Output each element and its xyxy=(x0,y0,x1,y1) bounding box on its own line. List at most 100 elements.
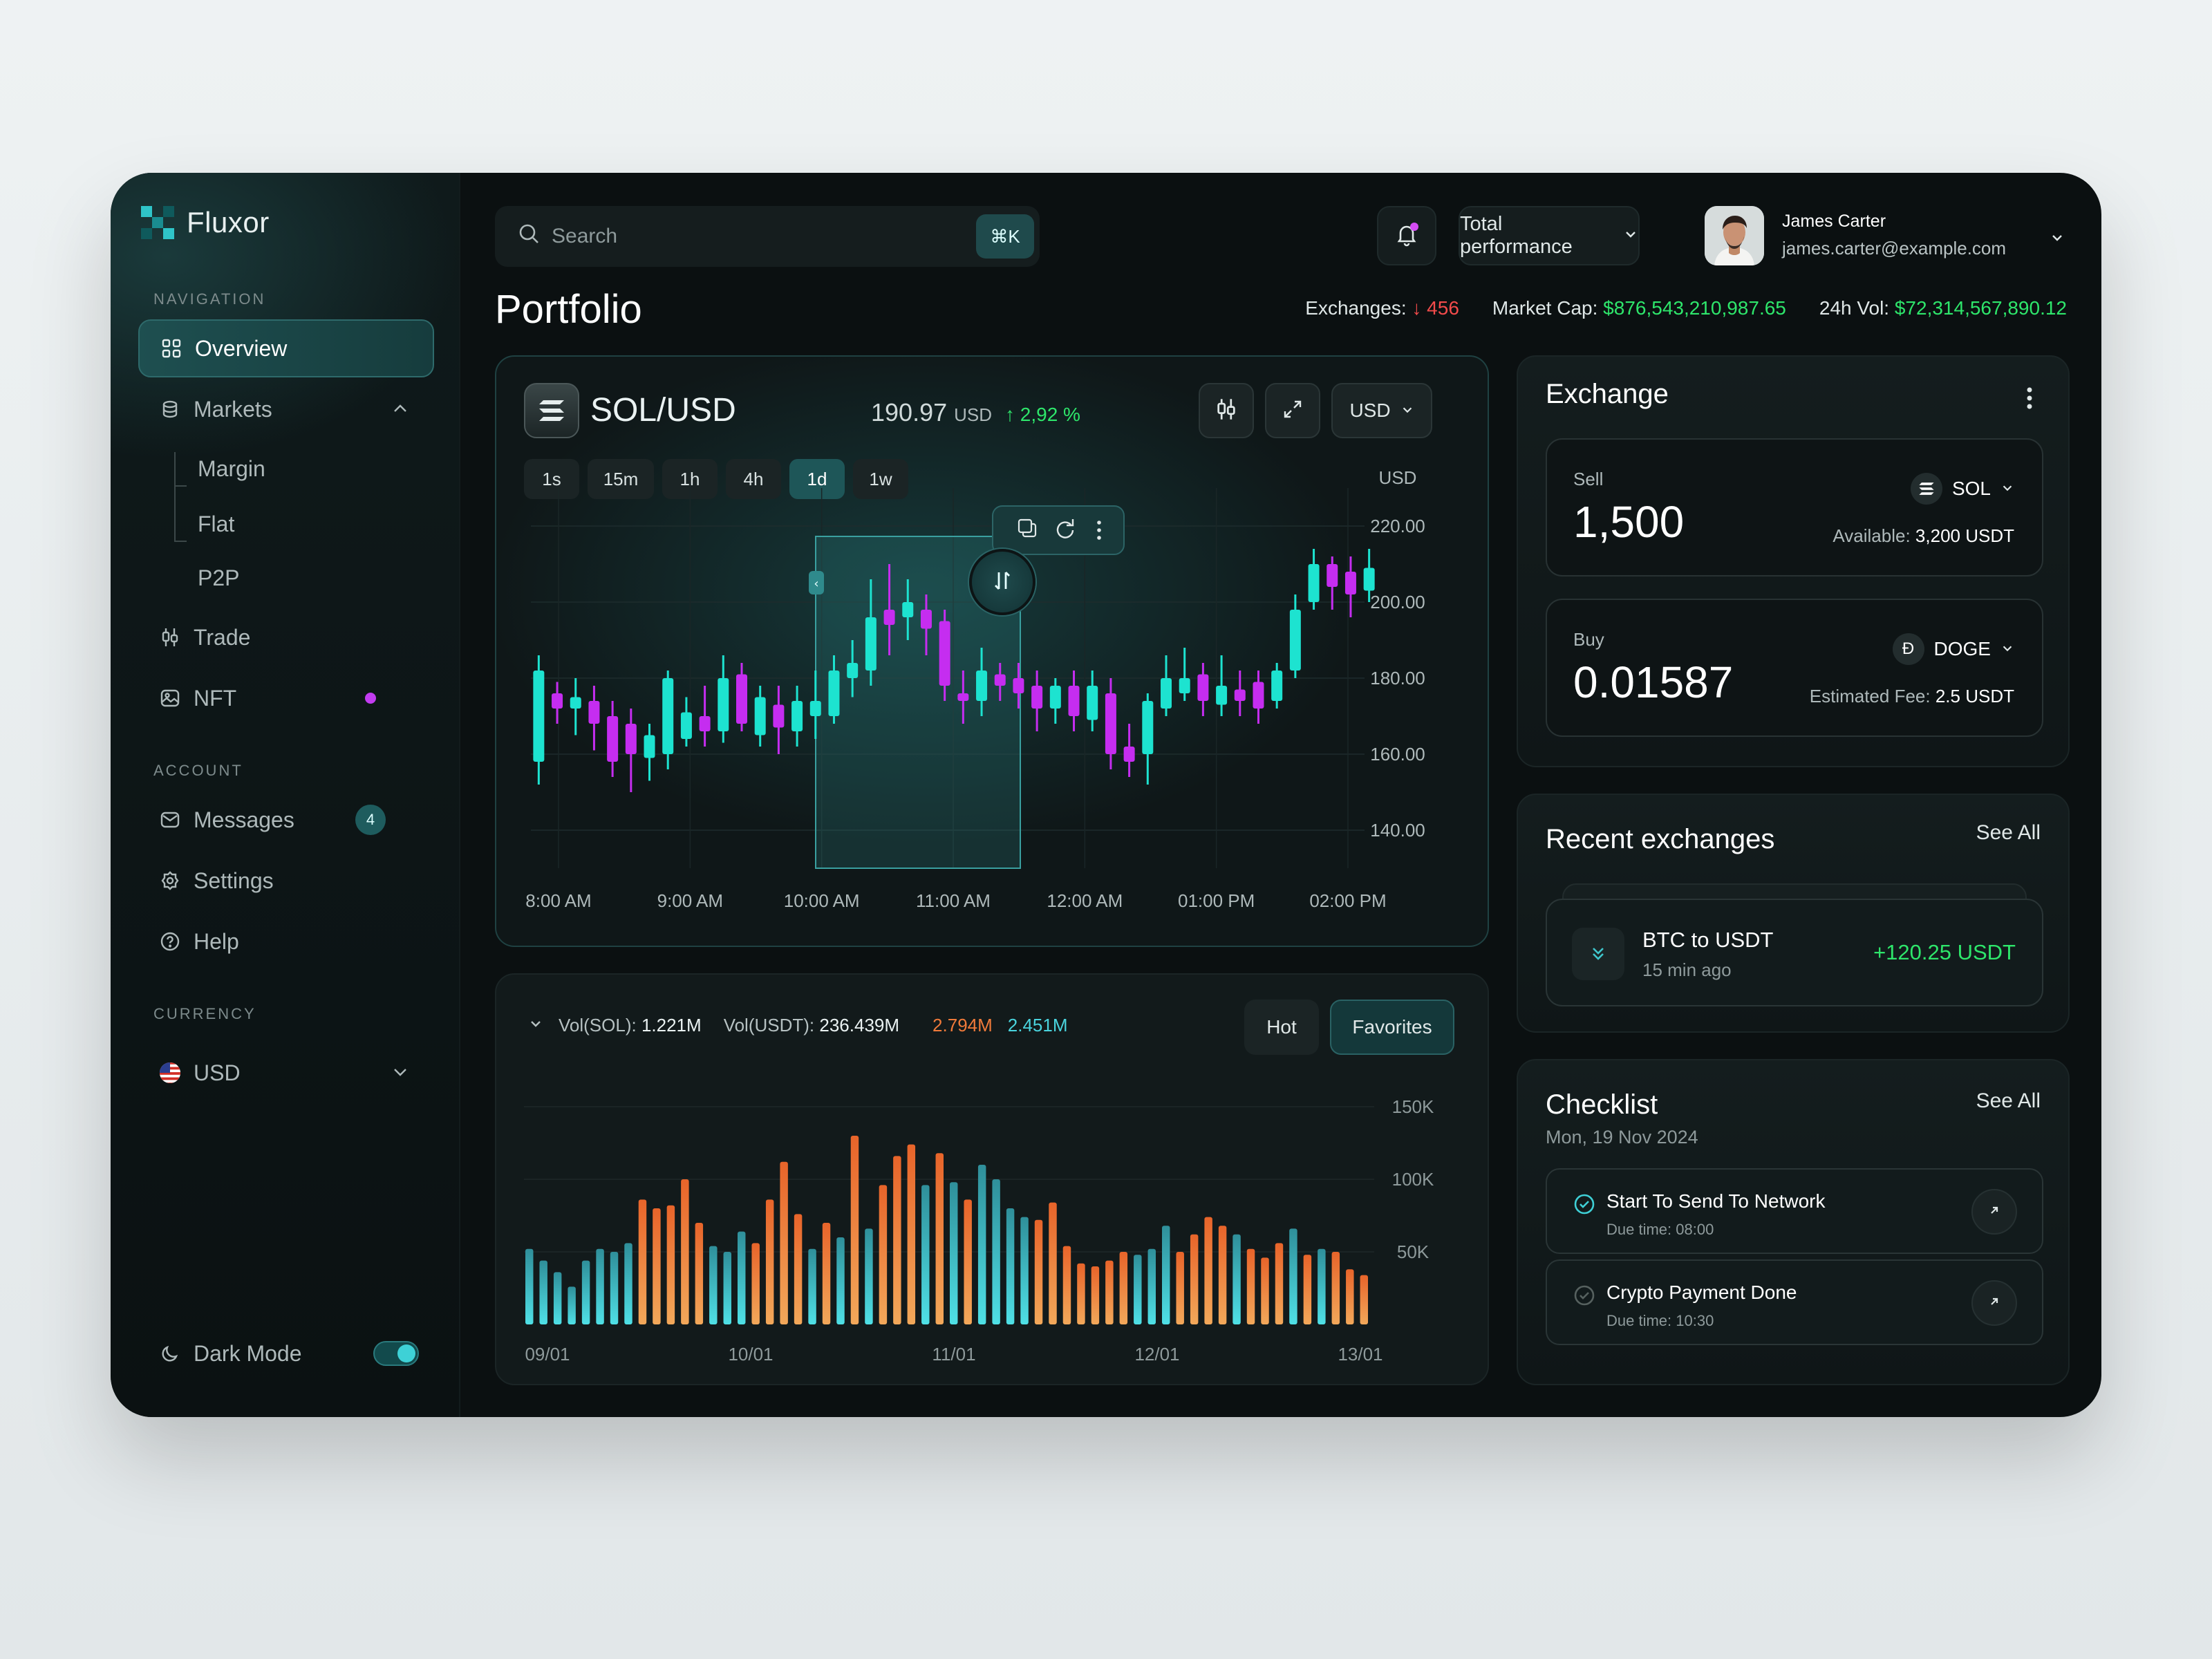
refresh-icon[interactable] xyxy=(1056,519,1074,538)
search-input[interactable]: Search ⌘K xyxy=(495,206,1040,267)
candle-body[interactable] xyxy=(1013,678,1024,693)
tab-favorites[interactable]: Favorites xyxy=(1330,1000,1454,1055)
timeframe-15m[interactable]: 15m xyxy=(588,459,654,499)
checklist-see-all-link[interactable]: See All xyxy=(1976,1089,2041,1112)
open-task-button[interactable] xyxy=(1971,1280,2017,1326)
avatar[interactable] xyxy=(1705,206,1764,265)
chevron-down-icon[interactable] xyxy=(528,1015,543,1036)
timeframe-1s[interactable]: 1s xyxy=(524,459,579,499)
chevron-up-icon[interactable] xyxy=(390,398,411,424)
brand[interactable]: Fluxor xyxy=(141,206,270,239)
sidebar-item-settings[interactable]: Settings xyxy=(138,852,434,910)
sell-coin-select[interactable]: SOL xyxy=(1910,473,2014,505)
candle-body[interactable] xyxy=(1161,678,1172,709)
candle-body[interactable] xyxy=(976,671,988,701)
candle-body[interactable] xyxy=(1344,572,1356,594)
candle-body[interactable] xyxy=(847,663,859,678)
dark-mode-toggle[interactable] xyxy=(373,1341,419,1366)
candle-body[interactable] xyxy=(1234,689,1246,702)
candle-body[interactable] xyxy=(1142,701,1154,754)
performance-dropdown[interactable]: Total performance xyxy=(1459,206,1640,265)
candle-body[interactable] xyxy=(939,621,950,686)
user-menu-chevron-icon[interactable] xyxy=(2049,229,2065,250)
candle-body[interactable] xyxy=(1031,686,1043,709)
candle-body[interactable] xyxy=(533,671,545,762)
candle-body[interactable] xyxy=(754,697,766,735)
sidebar-item-markets[interactable]: Markets xyxy=(138,380,434,438)
sidebar-subitem-flat[interactable]: Flat xyxy=(198,512,235,536)
candle-body[interactable] xyxy=(718,678,729,731)
list-item[interactable]: BTC to USDT 15 min ago +120.25 USDT xyxy=(1546,899,2043,1006)
candle-body[interactable] xyxy=(1049,686,1061,709)
candlestick-chart[interactable]: USD 220.00 200.00 180.00 160.00 140.00 8:00 AM… xyxy=(496,357,1490,948)
candle-body[interactable] xyxy=(662,678,674,754)
candle-body[interactable] xyxy=(1253,682,1264,709)
candle-body[interactable] xyxy=(920,610,932,629)
chevron-down-icon xyxy=(2000,638,2014,660)
expand-button[interactable] xyxy=(1265,383,1320,438)
candle-body[interactable] xyxy=(699,716,711,731)
timeframe-1d[interactable]: 1d xyxy=(789,459,845,499)
recent-see-all-link[interactable]: See All xyxy=(1976,821,2041,844)
candle-body[interactable] xyxy=(1216,686,1228,705)
candle-body[interactable] xyxy=(552,693,563,709)
sidebar-subitem-p2p[interactable]: P2P xyxy=(198,565,240,590)
candle-body[interactable] xyxy=(644,735,655,758)
sell-amount-input[interactable]: 1,500 xyxy=(1573,497,1685,547)
candle-body[interactable] xyxy=(883,610,895,625)
candle-body[interactable] xyxy=(1105,693,1116,754)
candle-body[interactable] xyxy=(680,712,692,740)
candle-body[interactable] xyxy=(1363,568,1375,591)
candle-body[interactable] xyxy=(865,617,877,671)
sidebar-subitem-margin[interactable]: Margin xyxy=(198,456,265,481)
candle-body[interactable] xyxy=(736,674,747,724)
sidebar-item-help[interactable]: Help xyxy=(138,912,434,971)
candle-body[interactable] xyxy=(1327,564,1338,587)
candle-body[interactable] xyxy=(1197,674,1209,702)
circle-icon[interactable] xyxy=(1573,1284,1595,1306)
indicators-button[interactable] xyxy=(1199,383,1254,438)
range-handle-left[interactable] xyxy=(809,571,824,594)
timeframe-4h[interactable]: 4h xyxy=(726,459,781,499)
candle-body[interactable] xyxy=(773,704,785,728)
buy-amount-input[interactable]: 0.01587 xyxy=(1573,657,1734,707)
candle-body[interactable] xyxy=(902,602,914,617)
copy-icon[interactable] xyxy=(1018,518,1037,538)
candle-body[interactable] xyxy=(994,674,1006,686)
candle-body[interactable] xyxy=(607,716,619,762)
candle-body[interactable] xyxy=(957,693,969,701)
sidebar-item-nft[interactable]: NFT xyxy=(138,669,434,727)
check-circle-icon[interactable] xyxy=(1573,1193,1595,1215)
candle-body[interactable] xyxy=(1179,678,1190,693)
notifications-button[interactable] xyxy=(1377,206,1436,265)
more-vertical-icon[interactable] xyxy=(2025,384,2034,415)
candle-body[interactable] xyxy=(791,701,803,731)
chart-currency-select[interactable]: USD xyxy=(1331,383,1432,438)
candle-body[interactable] xyxy=(1271,671,1283,701)
estimated-fee: Estimated Fee: 2.5 USDT xyxy=(1810,686,2014,707)
task-item[interactable]: Start To Send To Network Due time: 08:00 xyxy=(1546,1168,2043,1254)
candle-body[interactable] xyxy=(625,724,637,754)
candle-body[interactable] xyxy=(1308,564,1320,602)
buy-coin-select[interactable]: Ð DOGE xyxy=(1892,633,2014,665)
candle-body[interactable] xyxy=(1068,686,1080,716)
more-vertical-icon[interactable] xyxy=(1097,521,1101,540)
candle-body[interactable] xyxy=(570,697,581,709)
candle-body[interactable] xyxy=(1289,610,1301,671)
open-task-button[interactable] xyxy=(1971,1189,2017,1235)
candle-body[interactable] xyxy=(1123,747,1135,762)
timeframe-1w[interactable]: 1w xyxy=(853,459,908,499)
candle-body[interactable] xyxy=(828,671,840,716)
doge-icon: Ð xyxy=(1892,633,1924,665)
tab-hot[interactable]: Hot xyxy=(1244,1000,1319,1055)
sidebar-item-trade[interactable]: Trade xyxy=(138,608,434,666)
candle-body[interactable] xyxy=(1087,686,1098,720)
sidebar-item-messages[interactable]: Messages 4 xyxy=(138,791,434,849)
candle-body[interactable] xyxy=(588,701,600,724)
task-item[interactable]: Crypto Payment Done Due time: 10:30 xyxy=(1546,1259,2043,1345)
candle-body[interactable] xyxy=(809,701,821,716)
sidebar-item-overview[interactable]: Overview xyxy=(138,319,434,377)
currency-value: USD xyxy=(194,1060,241,1085)
swap-button[interactable] xyxy=(969,549,1035,615)
currency-select[interactable]: USD xyxy=(138,1044,434,1102)
